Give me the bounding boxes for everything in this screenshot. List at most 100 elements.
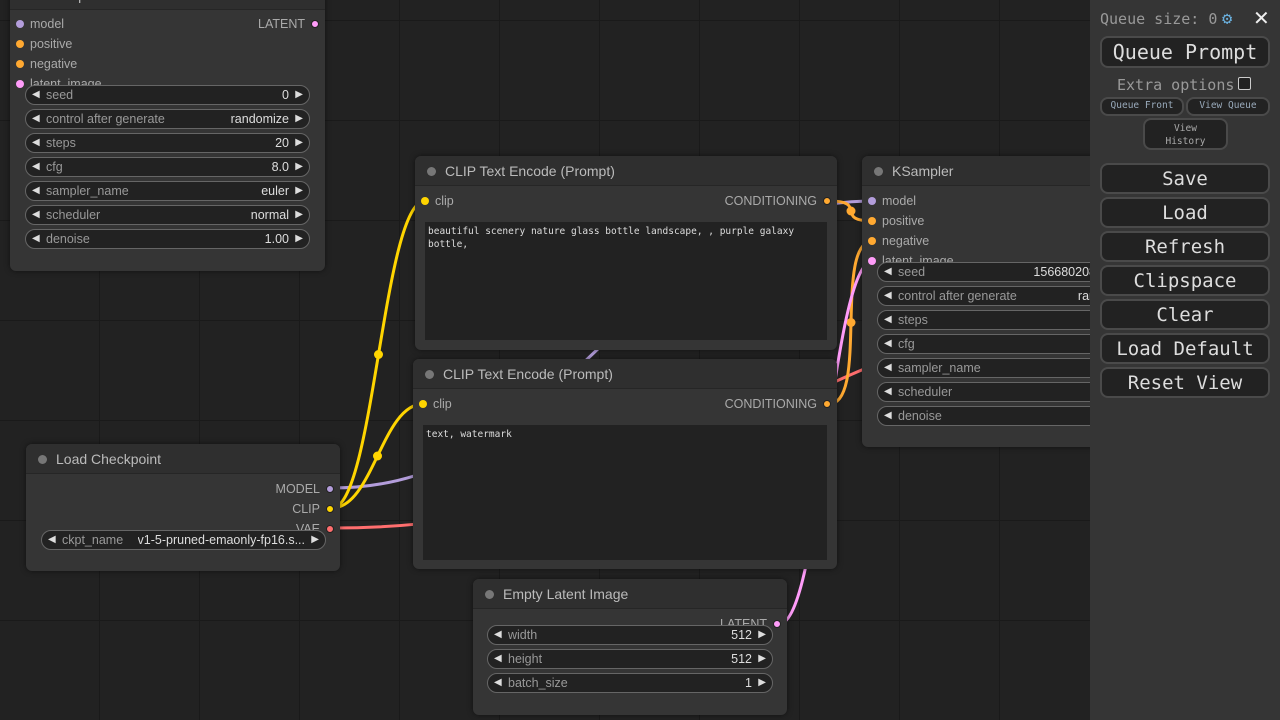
menu-button-reset-view[interactable]: Reset View (1100, 367, 1270, 398)
menu-button-load[interactable]: Load (1100, 197, 1270, 228)
node-title[interactable]: CLIP Text Encode (Prompt) (415, 156, 837, 186)
decrement-arrow-icon[interactable]: ◀ (494, 677, 502, 688)
output-slot-clip[interactable]: CLIP (292, 499, 340, 519)
node-clip-pos[interactable]: CLIP Text Encode (Prompt) clip CONDITIONIN… (415, 156, 837, 350)
wire-positive-midpoint[interactable] (846, 206, 856, 216)
node-latent[interactable]: Empty Latent Image LATENT ◀ width 512 ▶ ◀ heigh… (473, 579, 787, 715)
increment-arrow-icon[interactable]: ▶ (311, 534, 319, 545)
increment-arrow-icon[interactable]: ▶ (758, 677, 766, 688)
widget-height[interactable]: ◀ height 512 ▶ (487, 649, 773, 669)
prompt-textarea[interactable]: beautiful scenery nature glass bottle la… (425, 222, 827, 340)
view-queue-button[interactable]: View Queue (1186, 97, 1270, 116)
slot-dot[interactable] (868, 237, 876, 245)
slot-dot[interactable] (16, 40, 24, 48)
decrement-arrow-icon[interactable]: ◀ (32, 89, 40, 100)
output-slot-conditioning[interactable]: CONDITIONING (725, 394, 837, 414)
widget-steps[interactable]: ◀ steps 20 ▶ (25, 133, 310, 153)
output-slot-latent[interactable]: LATENT (258, 14, 325, 34)
widget-sampler-name[interactable]: ◀sampler_name▶ (877, 358, 1117, 378)
node-checkpoint[interactable]: Load Checkpoint MODEL CLIP VAE ◀ ckpt_name v1-… (26, 444, 340, 571)
menu-button-clipspace[interactable]: Clipspace (1100, 265, 1270, 296)
widget-batch-size[interactable]: ◀ batch_size 1 ▶ (487, 673, 773, 693)
slot-dot[interactable] (868, 257, 876, 265)
decrement-arrow-icon[interactable]: ◀ (884, 362, 892, 373)
decrement-arrow-icon[interactable]: ◀ (884, 314, 892, 325)
input-slot-model[interactable]: model (10, 14, 64, 34)
decrement-arrow-icon[interactable]: ◀ (884, 290, 892, 301)
decrement-arrow-icon[interactable]: ◀ (32, 185, 40, 196)
decrement-arrow-icon[interactable]: ◀ (48, 534, 56, 545)
node-collapse-dot[interactable] (427, 167, 436, 176)
widget-cfg[interactable]: ◀cfg▶ (877, 334, 1117, 354)
gear-icon[interactable]: ⚙ (1222, 9, 1233, 29)
slot-dot[interactable] (16, 20, 24, 28)
slot-dot[interactable] (421, 197, 429, 205)
node-title[interactable]: Empty Latent Image (473, 579, 787, 609)
wire-clip-positive-midpoint[interactable] (374, 350, 383, 359)
increment-arrow-icon[interactable]: ▶ (758, 629, 766, 640)
increment-arrow-icon[interactable]: ▶ (758, 653, 766, 664)
slot-dot[interactable] (868, 217, 876, 225)
widget-sampler-name[interactable]: ◀ sampler_name euler ▶ (25, 181, 310, 201)
node-collapse-dot[interactable] (425, 370, 434, 379)
widget-steps[interactable]: ◀steps▶ (877, 310, 1117, 330)
widget-control-after-generate[interactable]: ◀ control after generate randomize ▶ (25, 109, 310, 129)
output-slot-model[interactable]: MODEL (276, 479, 340, 499)
slot-dot[interactable] (16, 80, 24, 88)
node-title[interactable]: KSampler (10, 0, 325, 10)
wire-negative-midpoint[interactable] (846, 318, 856, 327)
queue-front-button[interactable]: Queue Front (1100, 97, 1184, 116)
widget-scheduler[interactable]: ◀scheduler▶ (877, 382, 1117, 402)
decrement-arrow-icon[interactable]: ◀ (32, 137, 40, 148)
decrement-arrow-icon[interactable]: ◀ (884, 410, 892, 421)
increment-arrow-icon[interactable]: ▶ (295, 89, 303, 100)
slot-dot[interactable] (868, 197, 876, 205)
widget-denoise[interactable]: ◀denoise▶ (877, 406, 1117, 426)
node-title[interactable]: Load Checkpoint (26, 444, 340, 474)
slot-dot[interactable] (773, 620, 781, 628)
increment-arrow-icon[interactable]: ▶ (295, 185, 303, 196)
extra-options-checkbox[interactable] (1238, 77, 1251, 90)
decrement-arrow-icon[interactable]: ◀ (494, 653, 502, 664)
decrement-arrow-icon[interactable]: ◀ (884, 338, 892, 349)
input-slot-negative[interactable]: negative (862, 231, 929, 251)
widget-width[interactable]: ◀ width 512 ▶ (487, 625, 773, 645)
node-collapse-dot[interactable] (38, 455, 47, 464)
slot-dot[interactable] (16, 60, 24, 68)
decrement-arrow-icon[interactable]: ◀ (884, 386, 892, 397)
node-collapse-dot[interactable] (874, 167, 883, 176)
slot-dot[interactable] (311, 20, 319, 28)
widget-cfg[interactable]: ◀ cfg 8.0 ▶ (25, 157, 310, 177)
menu-button-load-default[interactable]: Load Default (1100, 333, 1270, 364)
node-clip-neg[interactable]: CLIP Text Encode (Prompt) clip CONDITIONIN… (413, 359, 837, 569)
increment-arrow-icon[interactable]: ▶ (295, 209, 303, 220)
node-title[interactable]: CLIP Text Encode (Prompt) (413, 359, 837, 389)
view-history-button[interactable]: View History (1143, 118, 1228, 150)
slot-dot[interactable] (823, 197, 831, 205)
increment-arrow-icon[interactable]: ▶ (295, 137, 303, 148)
increment-arrow-icon[interactable]: ▶ (295, 233, 303, 244)
output-slot-conditioning[interactable]: CONDITIONING (725, 191, 837, 211)
input-slot-clip[interactable]: clip (415, 191, 454, 211)
close-icon[interactable]: ✕ (1253, 6, 1270, 30)
widget-ckpt-name[interactable]: ◀ ckpt_name v1-5-pruned-emaonly-fp16.s... ▶ (41, 530, 326, 550)
node-title[interactable]: KSampler (862, 156, 1102, 186)
increment-arrow-icon[interactable]: ▶ (295, 161, 303, 172)
menu-button-save[interactable]: Save (1100, 163, 1270, 194)
input-slot-positive[interactable]: positive (10, 34, 72, 54)
menu-button-refresh[interactable]: Refresh (1100, 231, 1270, 262)
prompt-textarea[interactable]: text, watermark (423, 425, 827, 560)
input-slot-negative[interactable]: negative (10, 54, 77, 74)
slot-dot[interactable] (326, 505, 334, 513)
node-ksampler-right[interactable]: KSampler model positive negative latent_imag… (862, 156, 1117, 447)
menu-button-clear[interactable]: Clear (1100, 299, 1270, 330)
node-collapse-dot[interactable] (485, 590, 494, 599)
widget-seed[interactable]: ◀ seed 0 ▶ (25, 85, 310, 105)
slot-dot[interactable] (326, 485, 334, 493)
decrement-arrow-icon[interactable]: ◀ (884, 266, 892, 277)
node-ksampler-left[interactable]: KSamplermodelpositivenegativelatent_imag… (10, 0, 325, 271)
input-slot-model[interactable]: model (862, 191, 916, 211)
slot-dot[interactable] (326, 525, 334, 533)
decrement-arrow-icon[interactable]: ◀ (32, 209, 40, 220)
